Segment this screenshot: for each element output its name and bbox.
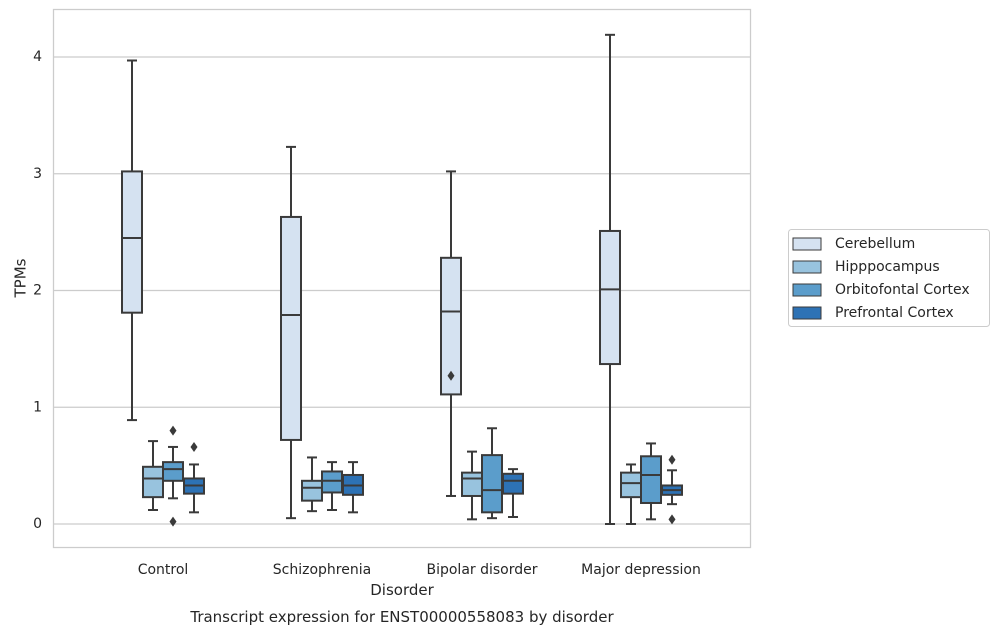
legend-items: Cerebellum Hipppocampus Orbitofontal Corte… [792,236,970,321]
box-iqr [620,471,642,499]
box-iqr [162,461,184,482]
box-0-0 [121,59,143,422]
y-tick-label: 2 [33,283,42,299]
y-tick-label: 0 [33,516,42,532]
box-1-1 [301,456,323,513]
grid-layer [53,56,751,525]
chart-caption: Transcript expression for ENST0000055808… [189,608,614,626]
outlier-point [447,370,455,381]
outlier-point [169,425,177,436]
legend-swatch [792,283,822,297]
box-iqr [280,215,302,441]
boxes-layer [121,33,683,527]
legend-label: Hipppocampus [835,259,940,275]
legend-frame [788,229,990,327]
box-2-0 [162,425,184,527]
box-1-0 [142,440,164,511]
legend-label: Prefrontal Cortex [835,305,954,321]
x-tick-label: Control [138,562,189,578]
y-tick-label: 3 [33,166,42,182]
legend-swatch [792,260,822,274]
legend-item: Orbitofontal Cortex [792,282,970,298]
x-tick-label: Major depression [581,562,701,578]
legend-item: Prefrontal Cortex [792,305,954,321]
box-iqr [301,479,323,502]
outlier-point [169,516,177,527]
outlier-point [190,441,198,452]
legend-swatch [792,306,822,320]
legend-label: Cerebellum [835,236,915,252]
legend-label: Orbitofontal Cortex [835,282,970,298]
plot-frame [52,8,752,549]
box-3-1 [342,461,364,514]
x-tick-label: Bipolar disorder [426,562,537,578]
box-iqr [321,470,343,494]
box-iqr [481,454,503,514]
y-tick-label: 1 [33,399,42,415]
box-2-3 [640,442,662,521]
legend-item: Hipppocampus [792,259,940,275]
box-0-3 [599,33,621,525]
legend-swatch [792,237,822,251]
x-tick-label: Schizophrenia [273,562,371,578]
legend: Cerebellum Hipppocampus Orbitofontal Corte… [788,229,990,327]
x-axis-label: Disorder [370,581,434,599]
box-iqr [599,229,621,366]
box-3-2 [502,468,524,518]
outlier-point [668,454,676,465]
box-iqr [640,455,662,504]
box-iqr [461,471,483,497]
legend-item: Cerebellum [792,236,915,252]
outlier-point [668,514,676,525]
box-iqr [440,256,462,396]
box-3-0 [183,441,205,514]
box-iqr [142,465,164,499]
box-0-2 [440,170,462,497]
x-tick-labels: Control Schizophrenia Bipolar disorder Majo… [138,562,701,578]
box-1-2 [461,450,483,521]
box-2-1 [321,461,343,511]
box-1-3 [620,463,642,525]
box-iqr [121,170,143,314]
y-axis-label: TPMs [12,258,30,298]
box-3-3 [661,454,683,525]
y-tick-label: 4 [33,49,42,65]
box-2-2 [481,427,503,520]
box-0-1 [280,145,302,520]
y-tick-labels: 0 1 2 3 4 [33,49,42,532]
box-iqr [502,472,524,495]
